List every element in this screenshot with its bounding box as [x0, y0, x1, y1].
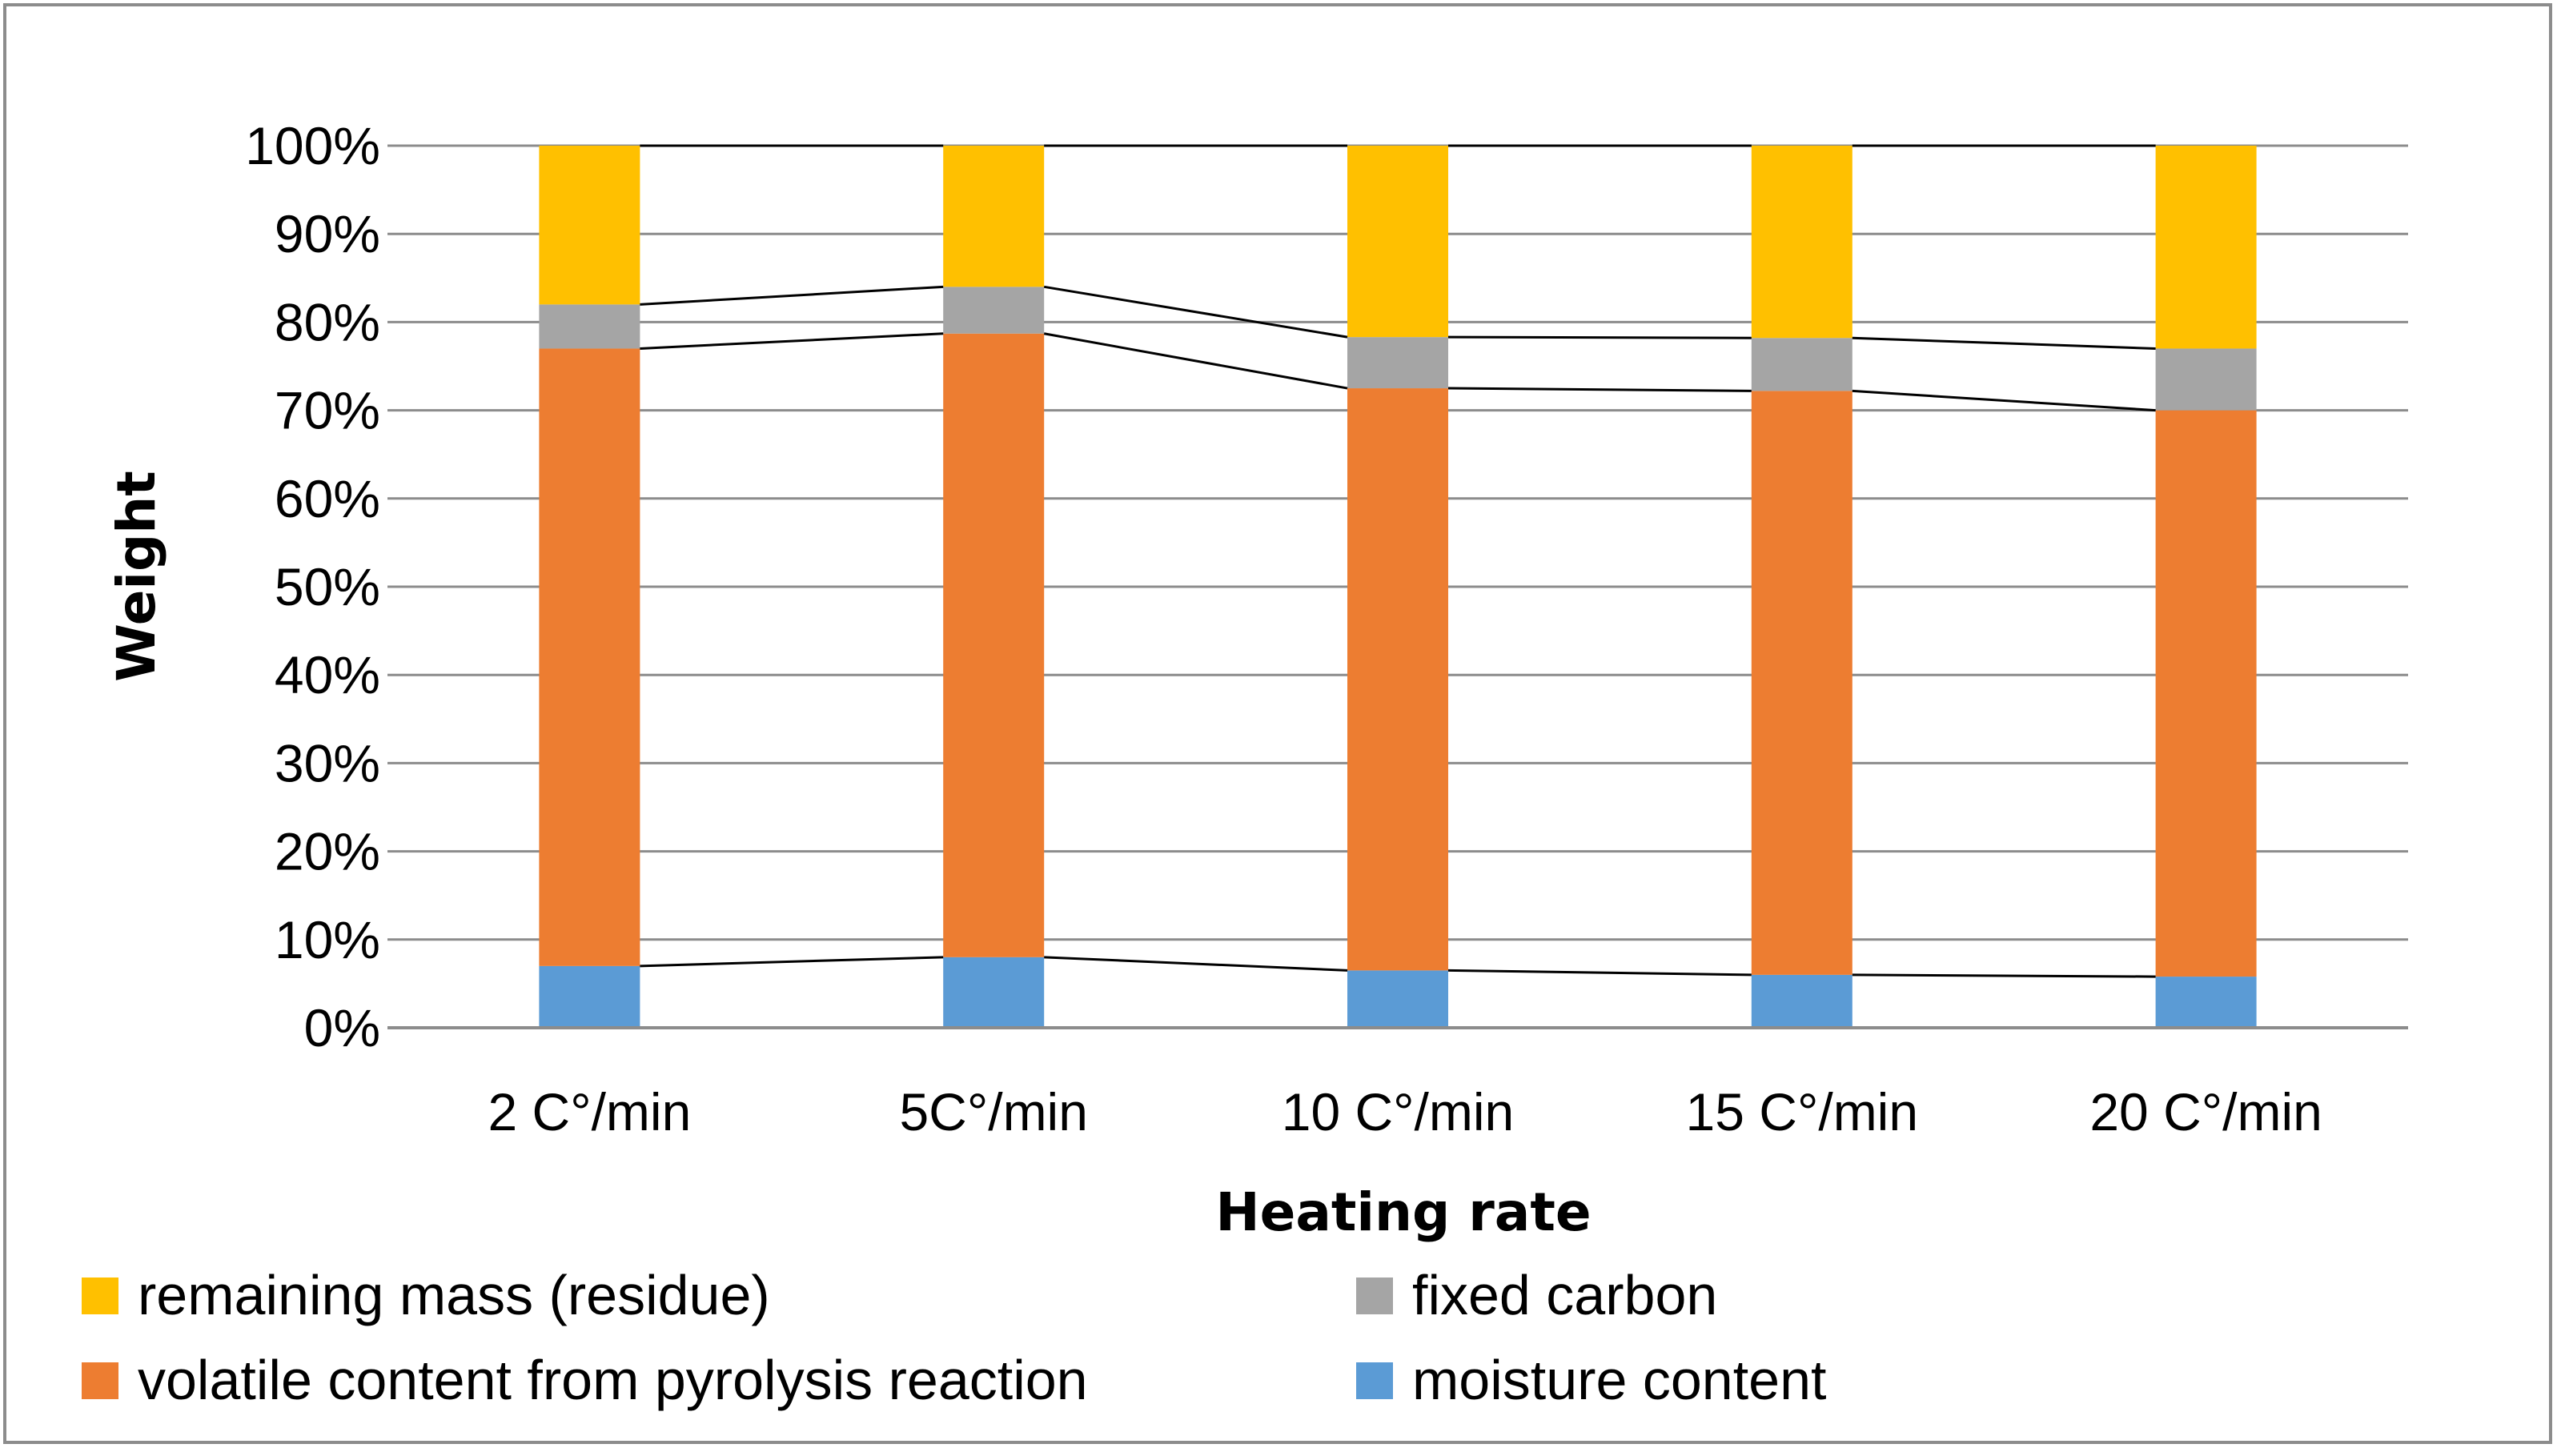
- y-tick-label: 60%: [275, 469, 380, 528]
- y-tick-labels: 0% 10% 20% 30% 40% 50% 60% 70% 80% 90% 100%: [245, 116, 380, 1057]
- bar-moisture-2: [943, 957, 1045, 1028]
- bar-volatile-5: [2155, 410, 2257, 977]
- y-tick-label: 80%: [275, 292, 380, 351]
- legend-label: fixed carbon: [1412, 1264, 1717, 1326]
- x-axis-title: Heating rate: [1215, 1181, 1591, 1243]
- y-axis-title: Weight: [106, 471, 167, 682]
- y-tick-label: 100%: [245, 116, 380, 175]
- bar-fixed-2: [943, 287, 1045, 334]
- bar-moisture-1: [539, 965, 640, 1028]
- chart-frame: [3, 3, 2552, 1444]
- legend-swatch: [82, 1362, 118, 1399]
- legend-label: remaining mass (residue): [138, 1264, 770, 1326]
- legend-swatch: [1356, 1362, 1393, 1399]
- legend-swatch: [1356, 1278, 1393, 1314]
- y-tick-label: 50%: [275, 557, 380, 616]
- series-line: [1043, 285, 1348, 339]
- series-line: [1852, 389, 2156, 412]
- bar-fixed-5: [2155, 348, 2257, 411]
- legend-label: moisture content: [1412, 1349, 1826, 1411]
- y-tick-label: 30%: [275, 733, 380, 792]
- bar-volatile-4: [1751, 391, 1852, 975]
- series-line: [1852, 973, 2156, 978]
- series-line: [1447, 387, 1752, 392]
- legend-label: volatile content from pyrolysis reaction: [138, 1349, 1088, 1411]
- bar-remaining-4: [1751, 146, 1852, 339]
- bar-remaining-3: [1347, 146, 1448, 338]
- series-line: [640, 285, 944, 306]
- y-tick-label: 0%: [304, 998, 380, 1057]
- bar-moisture-5: [2155, 977, 2257, 1028]
- bar-volatile-2: [943, 333, 1045, 957]
- bar-remaining-1: [539, 146, 640, 305]
- x-tick-label: 10 C°/min: [1282, 1082, 1515, 1141]
- series-line: [1852, 336, 2156, 350]
- x-tick-label: 20 C°/min: [2089, 1082, 2322, 1141]
- bar-fixed-1: [539, 304, 640, 349]
- bar-volatile-3: [1347, 388, 1448, 971]
- bar-moisture-3: [1347, 970, 1448, 1028]
- bars: [539, 146, 2257, 1028]
- series-line: [1044, 956, 1348, 972]
- series-line: [1043, 332, 1348, 390]
- series-line: [1447, 335, 1752, 339]
- bar-volatile-1: [539, 348, 640, 966]
- y-tick-label: 70%: [275, 381, 380, 440]
- series-connector-lines: [640, 144, 2156, 978]
- bar-fixed-3: [1347, 337, 1448, 389]
- bar-remaining-5: [2155, 146, 2257, 349]
- y-tick-label: 40%: [275, 645, 380, 704]
- x-tick-label: 5C°/min: [899, 1082, 1087, 1141]
- series-line: [640, 332, 944, 350]
- bar-moisture-4: [1751, 974, 1852, 1028]
- y-tick-label: 10%: [275, 910, 380, 969]
- x-tick-label: 2 C°/min: [488, 1082, 692, 1141]
- legend: remaining mass (residue) fixed carbon vola…: [82, 1264, 1826, 1411]
- y-tick-label: 90%: [275, 204, 380, 263]
- x-tick-labels: 2 C°/min 5C°/min 10 C°/min 15 C°/min 20 C°/m…: [488, 1082, 2322, 1141]
- legend-swatch: [82, 1278, 118, 1314]
- x-tick-label: 15 C°/min: [1686, 1082, 1919, 1141]
- series-line: [1447, 969, 1752, 977]
- bar-fixed-4: [1751, 338, 1852, 391]
- bar-remaining-2: [943, 146, 1045, 287]
- y-tick-label: 20%: [275, 822, 380, 881]
- series-line: [640, 956, 944, 968]
